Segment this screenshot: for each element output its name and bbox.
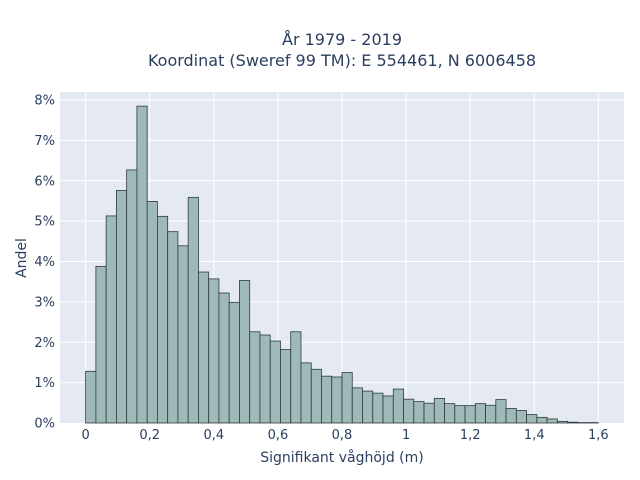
histogram-bar [218,292,230,424]
histogram-bar [474,403,486,424]
histogram-bar [505,408,517,424]
histogram-bar [136,105,148,424]
histogram-bar [239,280,251,424]
histogram-bar [567,421,579,424]
y-tick-label: 7% [34,134,55,149]
histogram-bar [85,370,97,424]
histogram-bar [259,334,271,424]
histogram-bar [177,245,189,424]
x-tick-label: 1,6 [588,428,609,443]
y-tick-label: 4% [34,255,55,270]
histogram-bar [423,402,435,424]
histogram-bar [341,372,353,424]
histogram-bar [444,403,456,424]
y-tick-label: 1% [34,376,55,391]
histogram-bar [157,215,169,424]
histogram-bar [372,392,384,424]
histogram-bar [362,390,374,424]
y-tick-label: 0% [34,417,55,432]
histogram-bar [382,395,394,424]
x-tick-label: 0,2 [139,428,160,443]
histogram-bar [310,368,322,424]
histogram-bar [536,416,548,424]
y-tick-label: 3% [34,295,55,310]
x-tick-label: 0,8 [332,428,353,443]
histogram-bar [249,331,261,424]
x-tick-labels: 0 0,2 0,4 0,6 0,8 1 1,2 1,4 1,6 [81,428,608,443]
x-tick-label: 0,4 [203,428,224,443]
chart-subtitle: Koordinat (Sweref 99 TM): E 554461, N 60… [148,51,536,70]
histogram-bar [228,301,240,424]
histogram-bar [526,414,538,424]
histogram-bar [413,401,425,424]
histogram-bar [116,190,128,424]
x-tick-label: 1,2 [460,428,481,443]
histogram-bar [280,349,292,424]
histogram-bar [126,169,138,424]
histogram-bar [331,376,343,424]
x-tick-label: 1 [402,428,410,443]
y-tick-label: 2% [34,336,55,351]
histogram-bar [198,271,210,424]
x-tick-label: 1,4 [524,428,545,443]
histogram-bar [95,265,107,424]
histogram-bar [290,331,302,424]
histogram-bar [392,388,404,424]
y-axis-title: Andel [14,238,30,278]
histogram-bar [546,418,558,424]
histogram-bar [351,387,363,424]
histogram-bar [208,278,220,424]
histogram-bar [464,405,476,424]
histogram-bar [433,397,445,424]
x-tick-label: 0,6 [268,428,289,443]
bar-layer [85,105,599,424]
x-tick-label: 0 [81,428,89,443]
histogram-bar [495,399,507,424]
histogram-bar [556,420,569,424]
chart-title: År 1979 - 2019 [282,30,402,49]
histogram-bar [485,404,497,424]
histogram-bar [105,215,117,424]
histogram-bar [300,362,312,424]
histogram-bar [403,398,415,424]
histogram-bar [515,410,527,424]
x-axis-title: Signifikant våghöjd (m) [260,449,423,466]
histogram-bar [269,340,281,424]
histogram-bar [146,200,158,424]
histogram-bar [454,405,466,424]
y-tick-label: 6% [34,174,55,189]
histogram-bar [167,231,179,424]
y-tick-label: 8% [34,94,55,109]
y-tick-label: 5% [34,215,55,230]
histogram-bar [187,196,199,424]
histogram-bar [321,375,333,424]
y-tick-labels: 0% 1% 2% 3% 4% 5% 6% 7% 8% [34,94,55,432]
